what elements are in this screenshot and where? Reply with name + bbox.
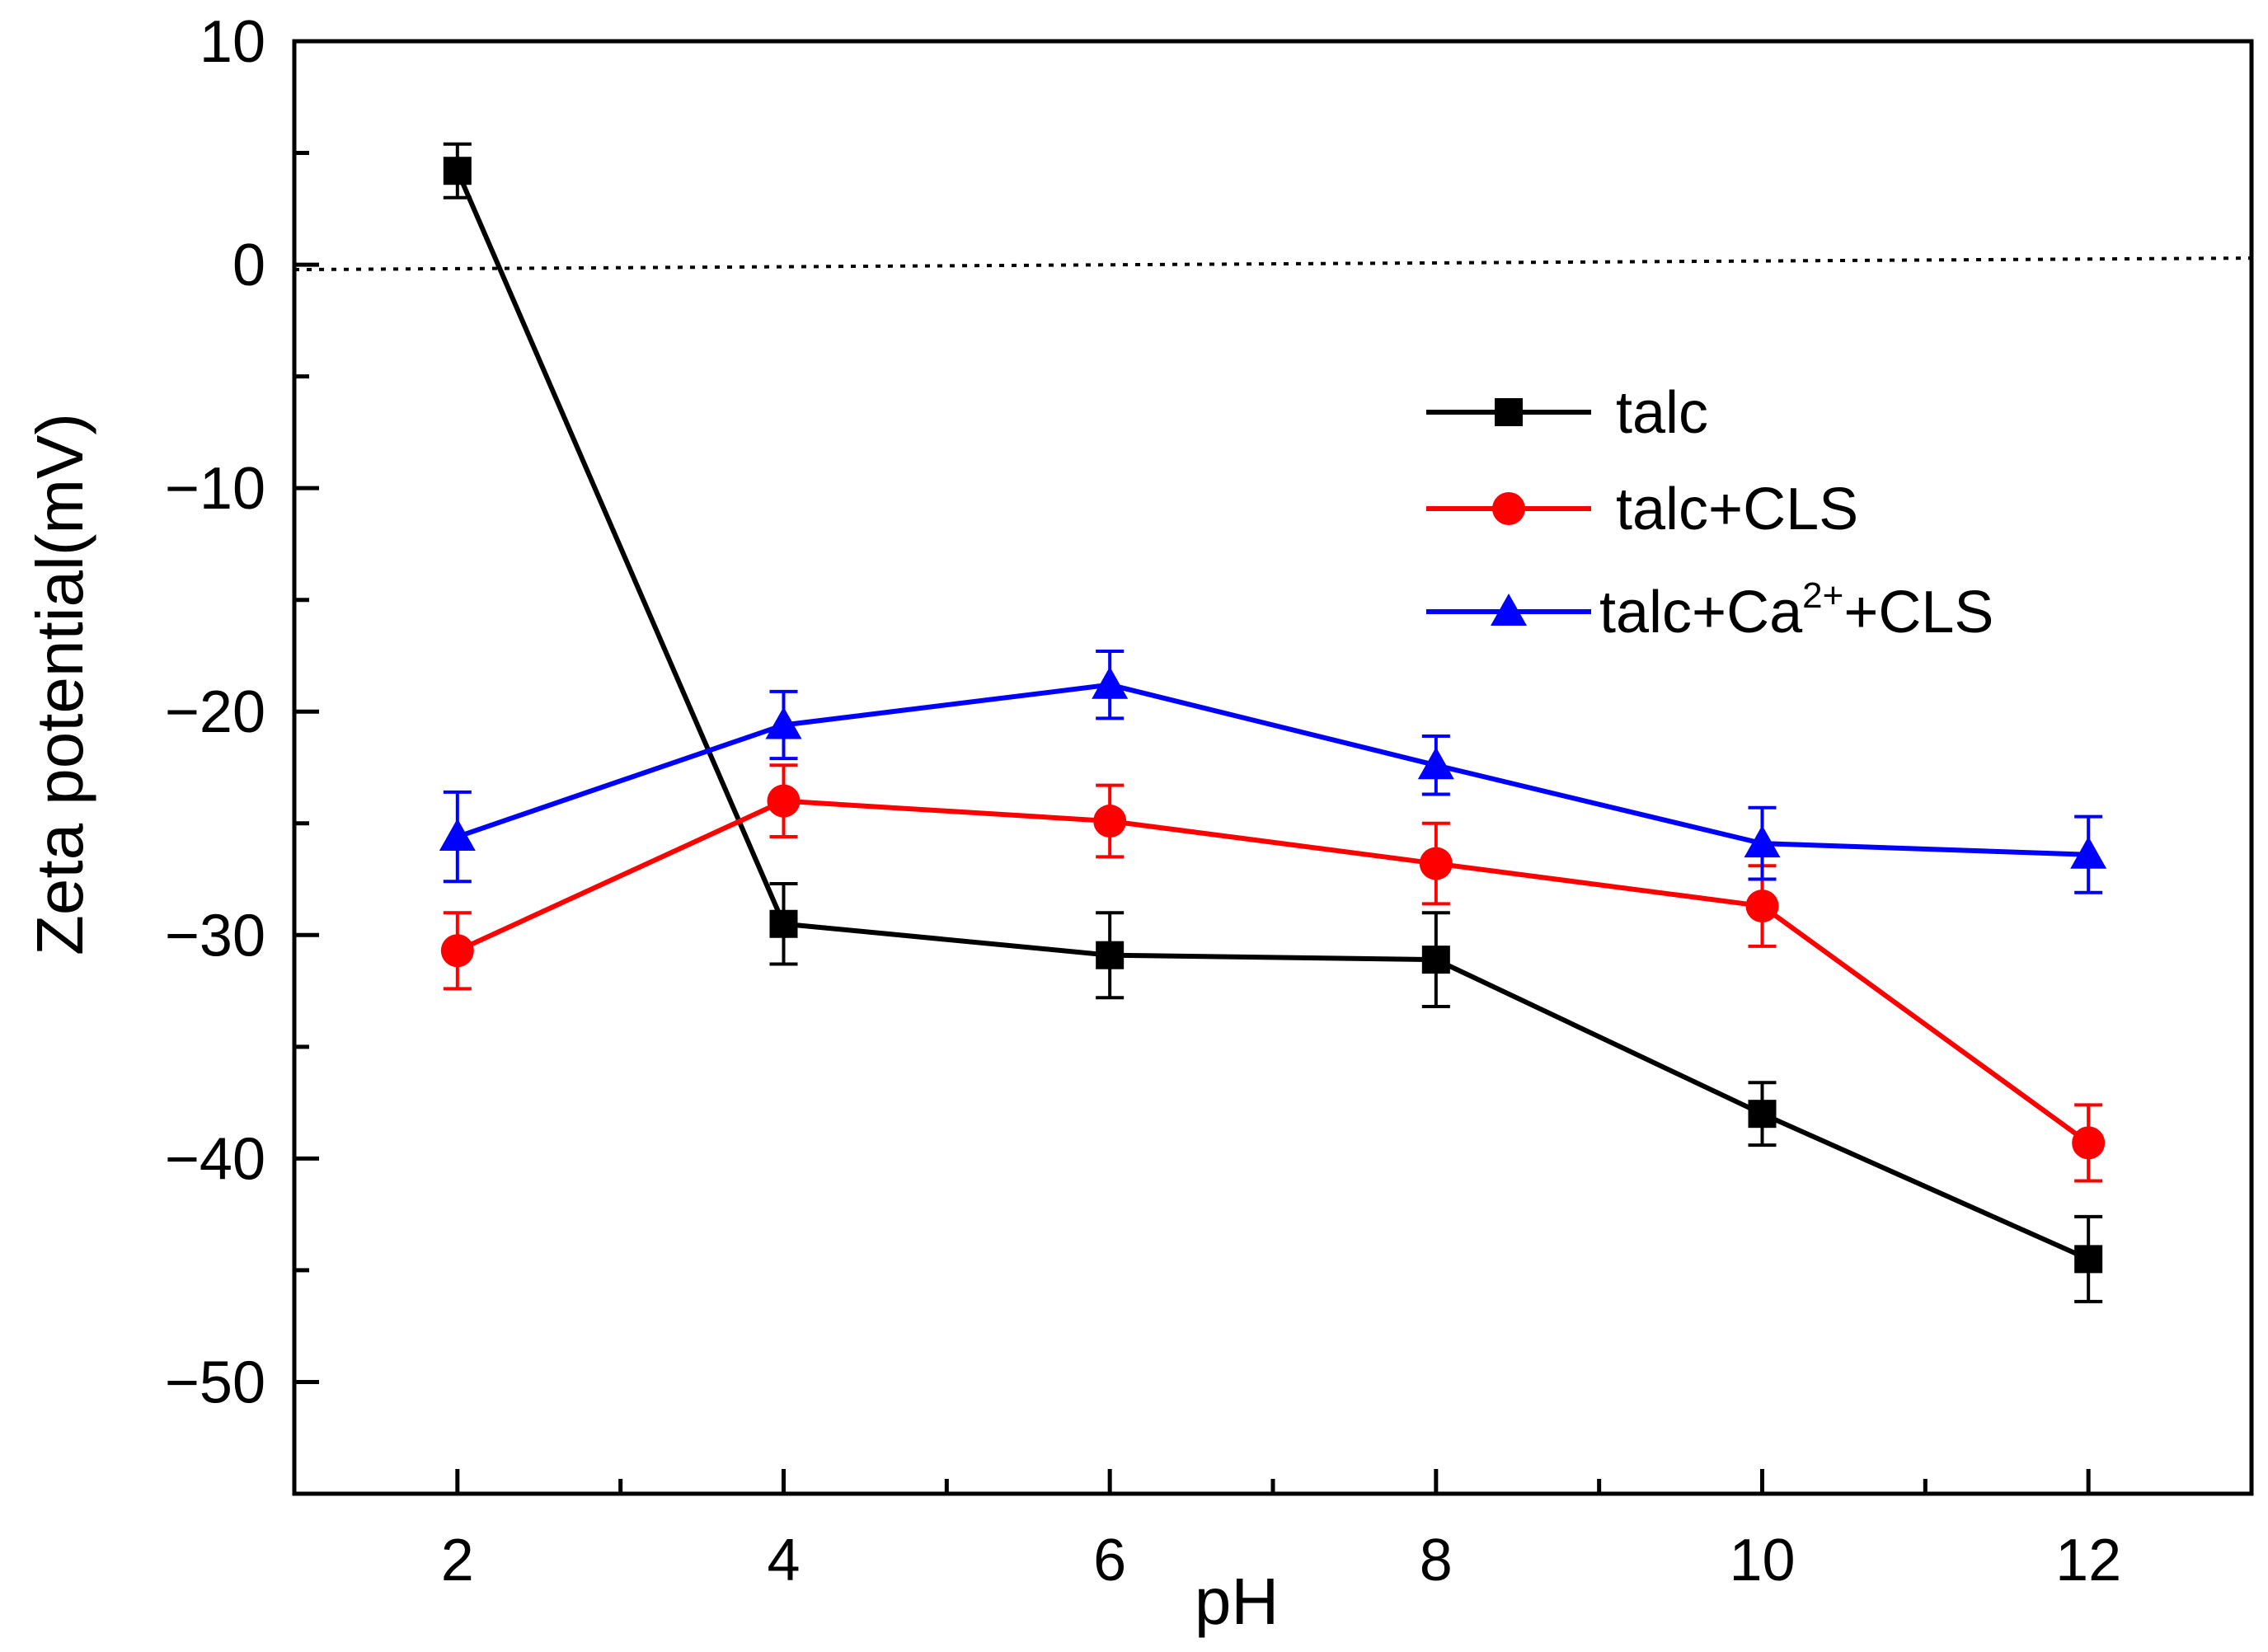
reference-line-layer	[293, 256, 2252, 272]
data-point	[440, 934, 474, 968]
series-3	[439, 650, 2107, 894]
y-tick-label: −30	[165, 903, 265, 969]
tick-labels-layer: 2 4 6 8 10 12 10 0 −10 −20 −30 −40 −50	[165, 9, 2121, 1593]
x-tick-label: 10	[1729, 1528, 1795, 1593]
x-tick-label: 8	[1420, 1528, 1453, 1593]
legend-label: talc+CLS	[1616, 476, 1858, 542]
series-line	[455, 170, 2090, 1262]
data-point	[1421, 946, 1450, 974]
legend-entry-3: talc+Ca2++CLS	[1426, 575, 1993, 645]
data-point	[439, 819, 476, 852]
data-point	[1744, 825, 1781, 858]
legend-entry-2: talc+CLS	[1426, 476, 1858, 542]
y-axis-title: Zeta potential(mV)	[23, 413, 96, 955]
data-point	[2074, 1245, 2103, 1274]
data-point	[1748, 1100, 1777, 1129]
data-point	[1745, 889, 1779, 923]
series-layer	[439, 142, 2107, 1303]
legend-label: talc+Ca2++CLS	[1599, 575, 1993, 645]
data-point	[2070, 836, 2107, 869]
data-point	[1417, 747, 1454, 780]
x-tick-label: 12	[2055, 1528, 2121, 1593]
y-tick-label: −20	[165, 679, 265, 745]
legend-label-text: talc+Ca	[1599, 580, 1803, 645]
series-line	[456, 798, 2090, 1145]
data-point	[1096, 941, 1125, 969]
data-point	[443, 157, 472, 185]
legend-marker	[1491, 594, 1527, 626]
data-point	[765, 706, 802, 739]
y-tick-label: −10	[165, 456, 265, 522]
legend: talc talc+CLS talc+Ca2++CLS	[1426, 380, 1993, 645]
data-point	[769, 909, 798, 938]
data-point	[1092, 666, 1129, 699]
legend-entry-1: talc	[1426, 380, 1708, 446]
x-tick-label: 2	[441, 1528, 474, 1593]
y-tick-label: 10	[200, 9, 265, 75]
data-point	[2072, 1126, 2106, 1160]
x-axis-title: pH	[1195, 1565, 1279, 1638]
plot-frame	[292, 39, 2254, 1496]
legend-label-suffix: +CLS	[1843, 580, 1993, 645]
x-tick-label: 6	[1093, 1528, 1126, 1593]
axis-ticks-layer	[294, 39, 2091, 1496]
y-tick-label: −50	[165, 1349, 265, 1415]
x-tick-label: 4	[767, 1528, 800, 1593]
legend-label-text: talc+CLS	[1616, 476, 1858, 542]
data-point	[1419, 847, 1453, 880]
zero-reference-line	[293, 256, 2252, 272]
y-tick-label: 0	[232, 232, 265, 298]
data-point	[767, 784, 801, 818]
series-line	[456, 682, 2089, 857]
data-point	[1093, 805, 1127, 838]
legend-marker	[1495, 398, 1523, 426]
legend-label-superscript: 2+	[1802, 575, 1843, 616]
series-1	[443, 142, 2103, 1303]
legend-marker	[1492, 492, 1525, 525]
legend-label: talc	[1616, 380, 1708, 446]
y-tick-label: −40	[165, 1126, 265, 1192]
legend-label-text: talc	[1616, 380, 1708, 446]
